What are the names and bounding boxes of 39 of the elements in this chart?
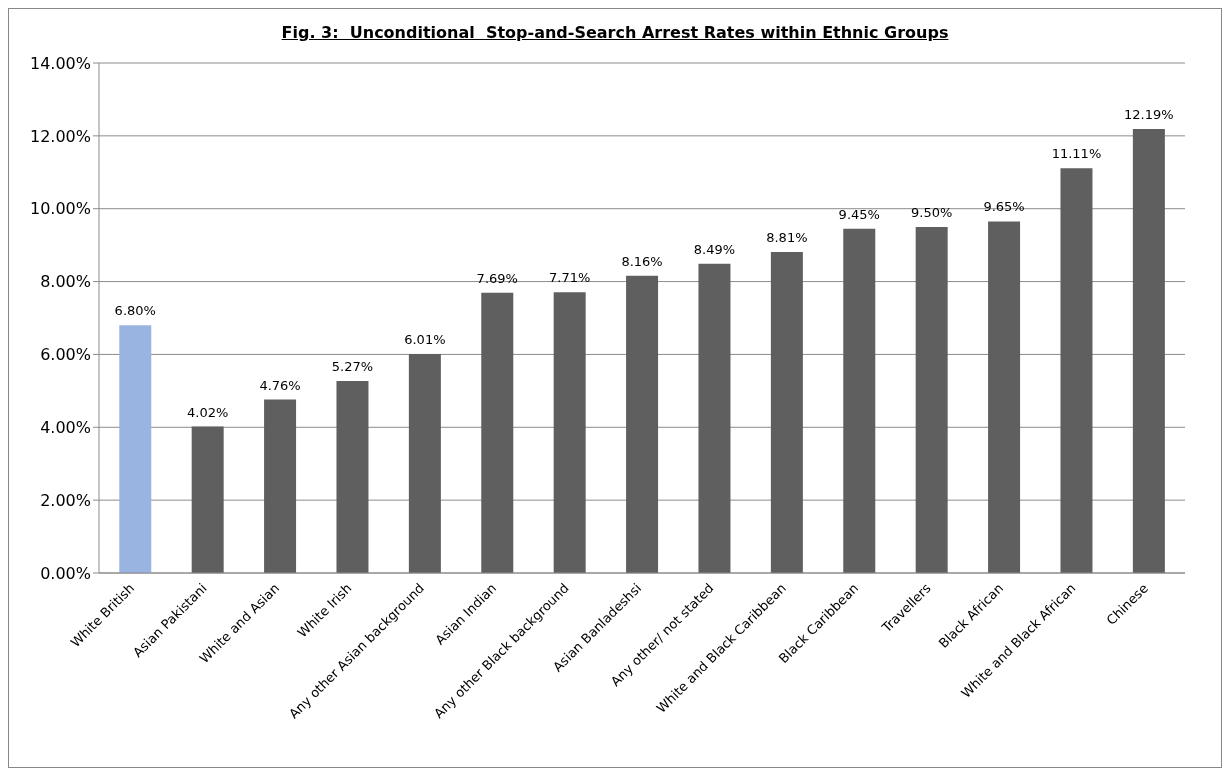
bar (481, 292, 514, 573)
data-label: 8.49% (693, 241, 736, 257)
data-label: 12.19% (1124, 106, 1174, 122)
bar (553, 292, 586, 573)
bar (698, 263, 731, 573)
data-label: 6.80% (114, 303, 156, 319)
data-label: 7.69% (476, 270, 518, 286)
data-label: 4.76% (259, 377, 301, 393)
data-label: 9.65% (983, 199, 1025, 215)
y-tick-label: 6.00% (40, 345, 91, 365)
y-tick-label: 12.00% (29, 126, 91, 146)
data-label: 9.45% (838, 206, 880, 222)
data-label: 5.27% (331, 359, 374, 375)
bar (264, 399, 297, 573)
y-tick-label: 14.00% (29, 53, 91, 73)
bar (770, 252, 803, 573)
data-label: 8.16% (621, 253, 663, 269)
data-label: 8.81% (766, 230, 808, 246)
y-tick-label: 2.00% (40, 490, 91, 510)
data-label: 6.01% (404, 332, 446, 348)
bar (191, 426, 224, 573)
y-tick-label: 8.00% (40, 272, 91, 292)
bar (843, 228, 876, 573)
data-label: 4.02% (187, 404, 229, 420)
bar (119, 325, 152, 573)
bar (1132, 128, 1165, 573)
bar (626, 275, 659, 573)
y-tick-label: 10.00% (29, 199, 91, 219)
bar (915, 226, 948, 573)
chart-title: Fig. 3: Unconditional Stop-and-Search Arrest Rates within Ethnic Groups (280, 22, 950, 44)
bar (336, 381, 369, 573)
data-label: 9.50% (911, 204, 953, 220)
bar (988, 221, 1021, 573)
y-tick-label: 4.00% (40, 417, 91, 437)
y-tick-label: 0.00% (40, 563, 91, 583)
bar (1060, 168, 1093, 573)
data-label: 11.11% (1051, 146, 1102, 162)
data-label: 7.71% (549, 270, 591, 286)
bar (408, 354, 441, 573)
